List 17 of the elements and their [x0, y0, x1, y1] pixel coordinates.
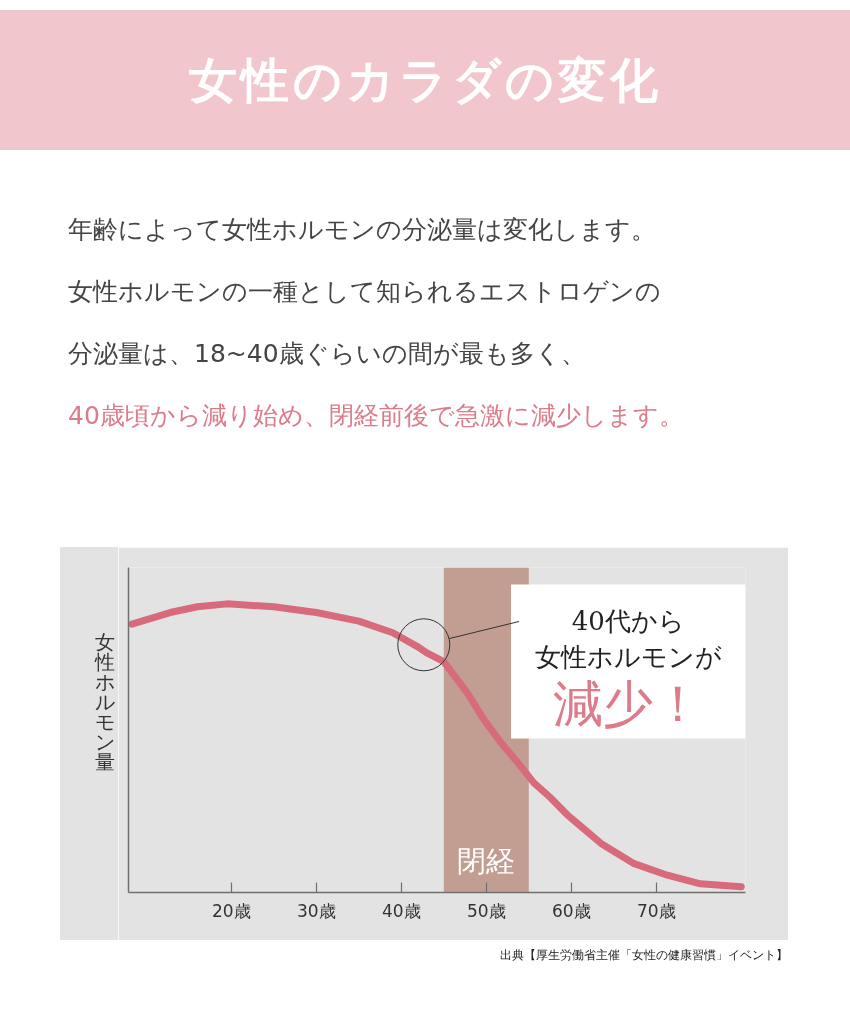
x-tick-label: 70歳: [636, 900, 676, 921]
annotation: 40代から: [571, 605, 685, 636]
text: 分泌量は、18~40歳ぐらいの間が最も多く、: [68, 338, 587, 370]
text: 女性ホルモンの一種として知られるエストロゲンの: [68, 276, 662, 308]
text: 40歳頃から減り始め、閉経前後で急激に減少します。: [68, 400, 684, 432]
source-note: 出典【厚生労働省主催「女性の健康習慣」イベント】: [499, 947, 788, 964]
annotation: 女性ホルモンが: [534, 641, 722, 672]
x-tick-label: 60歳: [551, 900, 591, 921]
x-tick-label: 30歳: [297, 900, 336, 921]
y-axis-title: 女性ホルモン量: [95, 630, 115, 774]
chart-title: 女性のカラダの変化: [0, 10, 850, 150]
x-tick-label: 50歳: [466, 900, 506, 921]
band-label: 閉経: [457, 843, 516, 878]
x-tick-label: 40歳: [381, 900, 421, 921]
chart-subtitle: 年齢によって女性ホルモンの分泌量は変化します。: [68, 214, 657, 246]
annotation: 減少！: [553, 674, 704, 733]
x-tick-label: 20歳: [212, 900, 251, 921]
